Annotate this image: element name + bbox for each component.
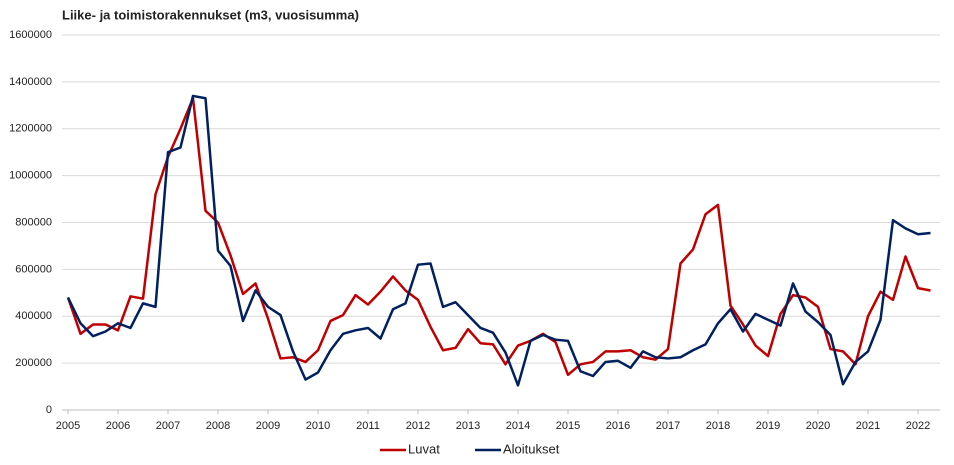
legend-label: Luvat [408,441,440,456]
x-tick-label: 2019 [756,420,780,432]
x-tick-label: 2012 [406,420,430,432]
x-tick-label: 2018 [706,420,730,432]
x-tick-label: 2005 [56,420,80,432]
chart-title: Liike- ja toimistorakennukset (m3, vuosi… [62,7,359,22]
legend-label: Aloitukset [503,441,560,456]
y-tick-label: 400000 [15,310,52,322]
x-tick-label: 2016 [606,420,630,432]
x-tick-label: 2020 [806,420,830,432]
x-tick-label: 2022 [906,420,930,432]
series-line [66,94,931,387]
y-tick-label: 600000 [15,263,52,275]
series-line [66,97,931,377]
y-tick-label: 1400000 [9,76,52,88]
y-tick-label: 1000000 [9,170,52,182]
y-tick-label: 800000 [15,216,52,228]
y-tick-label: 1600000 [9,29,52,41]
x-tick-label: 2009 [256,420,280,432]
x-tick-label: 2011 [356,420,380,432]
x-tick-label: 2006 [106,420,130,432]
x-tick-label: 2021 [856,420,880,432]
y-tick-label: 200000 [15,357,52,369]
x-tick-label: 2008 [206,420,230,432]
x-tick-label: 2007 [156,420,180,432]
x-tick-label: 2014 [506,420,530,432]
x-tick-label: 2015 [556,420,580,432]
y-tick-label: 1200000 [9,123,52,135]
y-tick-label: 0 [46,404,52,416]
x-tick-label: 2017 [656,420,680,432]
x-tick-label: 2013 [456,420,480,432]
x-tick-label: 2010 [306,420,330,432]
